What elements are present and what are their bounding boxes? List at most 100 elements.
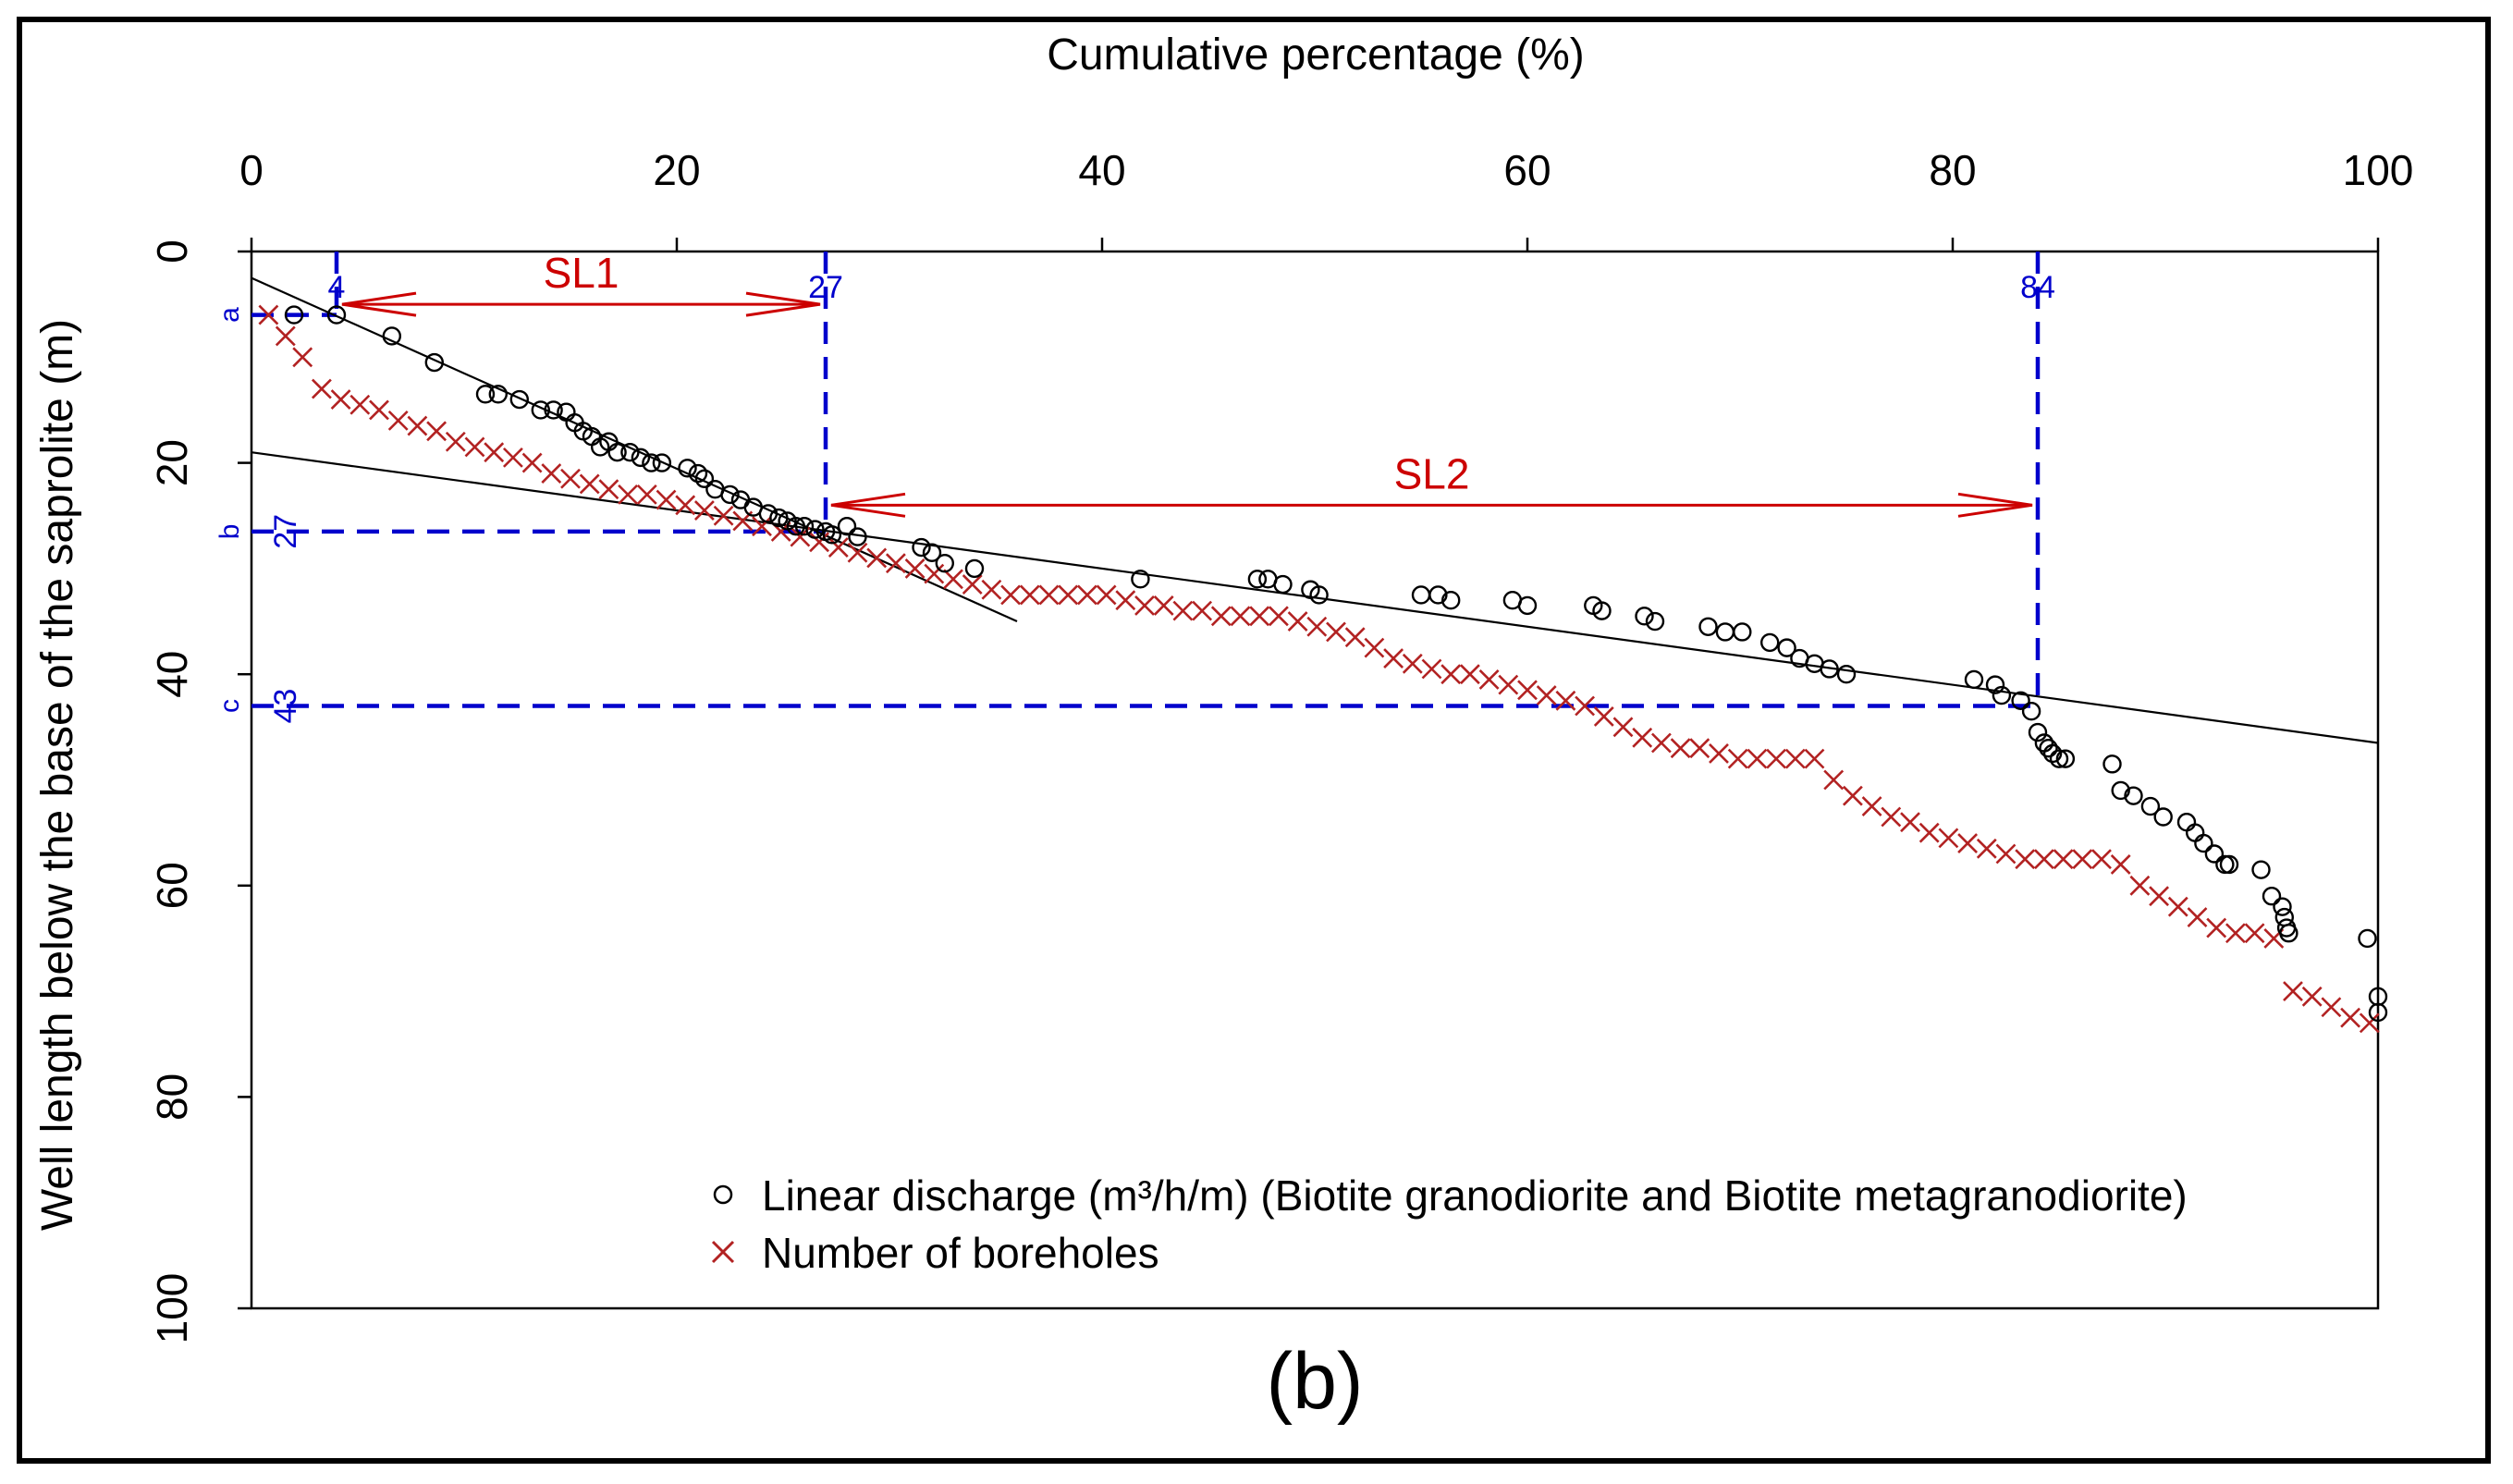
discharge-circle-point xyxy=(1759,632,1780,653)
discharge-circle-point xyxy=(2153,807,2173,827)
borehole-cross-point xyxy=(847,542,868,563)
discharge-circle-point xyxy=(2185,823,2205,842)
discharge-circle-point xyxy=(964,558,985,579)
borehole-cross-point xyxy=(1766,748,1787,769)
discharge-circle-point xyxy=(2204,844,2225,864)
legend: Linear discharge (m³/h/m) (Biotite grano… xyxy=(711,1171,2188,1277)
cross-stroke xyxy=(541,463,562,484)
x-tick-label: 40 xyxy=(1078,146,1125,194)
discharge-circle-point xyxy=(607,442,627,462)
discharge-circle-point xyxy=(642,453,661,472)
cross-stroke xyxy=(464,436,485,458)
cross-stroke xyxy=(1517,680,1538,701)
borehole-cross-point xyxy=(445,431,466,452)
borehole-cross-point xyxy=(675,495,696,516)
discharge-circle-point xyxy=(488,385,508,404)
cross-stroke xyxy=(2129,875,2151,896)
cross-stroke xyxy=(1000,584,1022,606)
borehole-cross-point xyxy=(1306,616,1328,637)
borehole-cross-point xyxy=(2110,854,2131,875)
cross-stroke xyxy=(2244,923,2265,944)
borehole-cross-point xyxy=(1230,606,1251,627)
cross-stroke xyxy=(1670,738,1691,759)
cross-stroke xyxy=(1344,627,1366,648)
borehole-cross-point xyxy=(1938,828,1959,849)
borehole-cross-point xyxy=(292,347,313,368)
horizontal-guide-letter: b xyxy=(215,524,245,540)
cross-stroke xyxy=(924,563,945,584)
discharge-circle-point xyxy=(1273,574,1293,595)
borehole-cross-point xyxy=(1210,606,1232,627)
discharge-circle-point xyxy=(2049,749,2069,768)
fit-lines-group xyxy=(251,276,2379,744)
discharge-circle-point xyxy=(2251,860,2271,879)
cross-stroke xyxy=(2187,907,2208,928)
borehole-cross-point xyxy=(1498,674,1519,695)
discharge-circle-point xyxy=(758,504,778,523)
borehole-cross-point xyxy=(1058,584,1079,606)
borehole-cross-point xyxy=(484,442,505,463)
discharge-circle-point xyxy=(544,400,563,420)
cross-stroke xyxy=(656,489,677,510)
cross-stroke xyxy=(1747,748,1768,769)
borehole-cross-point xyxy=(1287,611,1308,632)
discharge-circle-point xyxy=(631,448,651,468)
cross-stroke xyxy=(1536,685,1557,705)
borehole-cross-point xyxy=(598,479,619,500)
borehole-cross-point xyxy=(1747,748,1768,769)
cross-stroke xyxy=(484,442,505,463)
discharge-circle-point xyxy=(509,389,529,410)
cross-stroke xyxy=(752,516,772,537)
borehole-cross-point xyxy=(311,378,332,399)
borehole-cross-point xyxy=(2149,886,2170,907)
cross-stroke xyxy=(1689,738,1710,759)
discharge-circle-point xyxy=(688,463,708,484)
cross-stroke xyxy=(1861,796,1882,816)
horizontal-guide-letter-group: c xyxy=(215,699,245,713)
borehole-cross-point xyxy=(1976,838,1997,859)
borehole-cross-point xyxy=(1555,690,1576,711)
borehole-cross-point xyxy=(2053,849,2074,870)
borehole-cross-point xyxy=(1593,706,1614,727)
cross-stroke xyxy=(1881,806,1902,828)
borehole-cross-point xyxy=(1632,727,1653,748)
discharge-circle-point xyxy=(2279,924,2298,943)
cross-stroke xyxy=(1076,584,1097,606)
cross-stroke xyxy=(1995,843,2017,865)
borehole-cross-point xyxy=(330,389,351,410)
cross-stroke xyxy=(1918,822,1940,843)
discharge-circle-point xyxy=(2042,743,2063,764)
vertical-guide-label: 4 xyxy=(328,270,346,305)
cross-stroke xyxy=(1192,600,1213,621)
discharge-circle-point xyxy=(652,453,672,472)
cross-stroke xyxy=(1784,748,1806,769)
y-tick-label-group: 80 xyxy=(148,1073,196,1121)
cross-stroke xyxy=(2053,849,2074,870)
discharge-circle-point xyxy=(2055,749,2076,768)
discharge-circle-point xyxy=(1777,638,1796,657)
cross-stroke xyxy=(1766,748,1787,769)
borehole-cross-point xyxy=(1019,584,1040,606)
borehole-cross-point xyxy=(1823,769,1845,791)
legend-cross-marker xyxy=(711,1240,735,1264)
discharge-circle-point xyxy=(1698,617,1718,636)
cross-stroke xyxy=(1823,769,1845,791)
borehole-cross-point xyxy=(943,569,963,590)
borehole-cross-point xyxy=(2072,849,2093,870)
cross-stroke xyxy=(981,579,1002,600)
cross-stroke xyxy=(579,473,600,495)
cross-stroke xyxy=(1478,668,1500,690)
cross-stroke xyxy=(1498,674,1519,695)
borehole-cross-point xyxy=(541,463,562,484)
discharge-circle-point xyxy=(2219,854,2239,875)
y-tick-label: 40 xyxy=(148,651,196,698)
cross-stroke xyxy=(2340,1007,2361,1028)
borehole-cross-point xyxy=(1689,738,1710,759)
cross-stroke xyxy=(2359,1012,2380,1034)
legend-label-discharge: Linear discharge (m³/h/m) (Biotite grano… xyxy=(762,1171,2188,1220)
cross-stroke xyxy=(2301,986,2323,1007)
discharge-circle-point xyxy=(1517,595,1538,616)
cross-stroke xyxy=(1153,595,1174,616)
discharge-circle-point xyxy=(531,400,550,420)
y-tick-label: 100 xyxy=(148,1273,196,1344)
